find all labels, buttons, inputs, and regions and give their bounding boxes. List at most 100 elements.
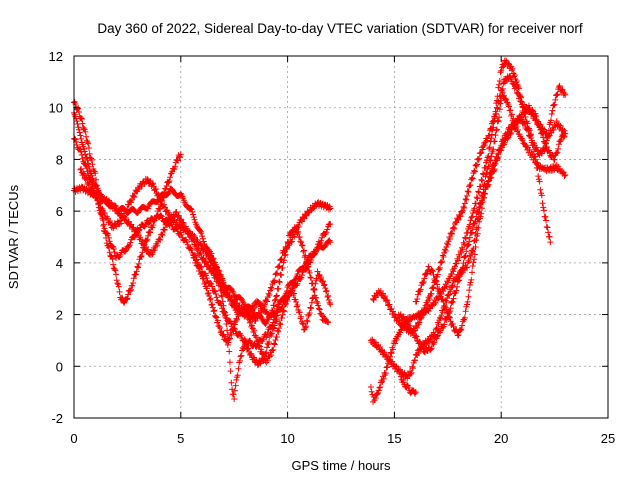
data-point [293,298,300,305]
data-point [135,186,142,193]
data-point [410,328,417,335]
data-point [276,325,283,332]
data-point [77,132,84,139]
data-point [299,272,306,279]
data-point [469,247,476,254]
data-point [318,234,325,241]
data-point [264,298,271,305]
data-point [268,285,275,292]
data-point [557,138,564,145]
data-point [308,305,315,312]
data-point [462,235,469,242]
data-point [414,291,421,298]
data-point [511,73,518,80]
data-point [248,350,255,357]
data-point [273,292,280,299]
data-point [523,126,530,133]
data-point [446,291,453,298]
data-point [256,300,263,307]
data-point [75,109,82,116]
data-point [110,246,117,253]
data-point [223,320,230,327]
data-point [462,253,469,260]
data-point [397,366,404,373]
data-point [417,286,424,293]
data-point [161,189,168,196]
data-point [379,378,386,385]
data-point [83,154,90,161]
data-point [145,232,152,239]
data-point [231,396,238,403]
data-point [197,228,204,235]
data-point [449,282,456,289]
data-point [404,318,411,325]
data-point [495,117,502,124]
data-point [130,193,137,200]
data-point [157,236,164,243]
data-point [277,321,284,328]
data-point [463,248,470,255]
data-point [226,348,233,355]
data-point [496,77,503,84]
data-point [132,271,139,278]
data-point [496,106,503,113]
data-point [325,319,332,326]
data-point [471,220,478,227]
data-point [93,176,100,183]
data-point [407,371,414,378]
data-point [135,260,142,267]
data-point [80,170,87,177]
data-point [137,234,144,241]
data-point [424,301,431,308]
data-point [242,339,249,346]
data-series [203,223,332,326]
data-point [380,375,387,382]
data-point [150,221,157,228]
data-point [307,274,314,281]
data-point [548,111,555,118]
data-point [327,205,334,212]
data-point [266,333,273,340]
data-point [460,203,467,210]
data-point [476,155,483,162]
data-point [516,85,522,92]
data-point [247,318,254,325]
data-point [514,127,521,134]
data-point [152,186,159,193]
data-point [491,162,498,169]
y-tick-label: 0 [56,359,63,374]
data-point [178,231,185,238]
data-point [187,231,194,238]
data-point [216,324,223,331]
data-point [487,125,494,132]
y-tick-label: 12 [49,49,63,64]
data-point [464,301,471,308]
data-point [126,287,133,294]
data-point [561,127,568,134]
data-point [380,294,387,301]
data-point [279,311,286,318]
data-point [444,295,451,302]
data-point [498,64,505,71]
data-point [515,117,522,124]
data-point [472,244,479,251]
data-point [537,186,544,193]
data-point [486,144,493,151]
data-point [486,156,493,163]
data-point [96,200,103,207]
data-point [85,140,92,147]
data-point [377,384,384,391]
data-point [485,153,492,160]
data-point [483,182,490,189]
data-point [226,292,233,299]
data-point [185,227,192,234]
data-point [199,233,206,240]
data-point [533,144,540,151]
data-point [207,280,214,287]
data-point [433,278,440,285]
data-point [459,267,466,274]
data-point [204,285,211,292]
data-point [416,319,423,326]
data-point [291,233,298,240]
data-point [214,317,221,324]
